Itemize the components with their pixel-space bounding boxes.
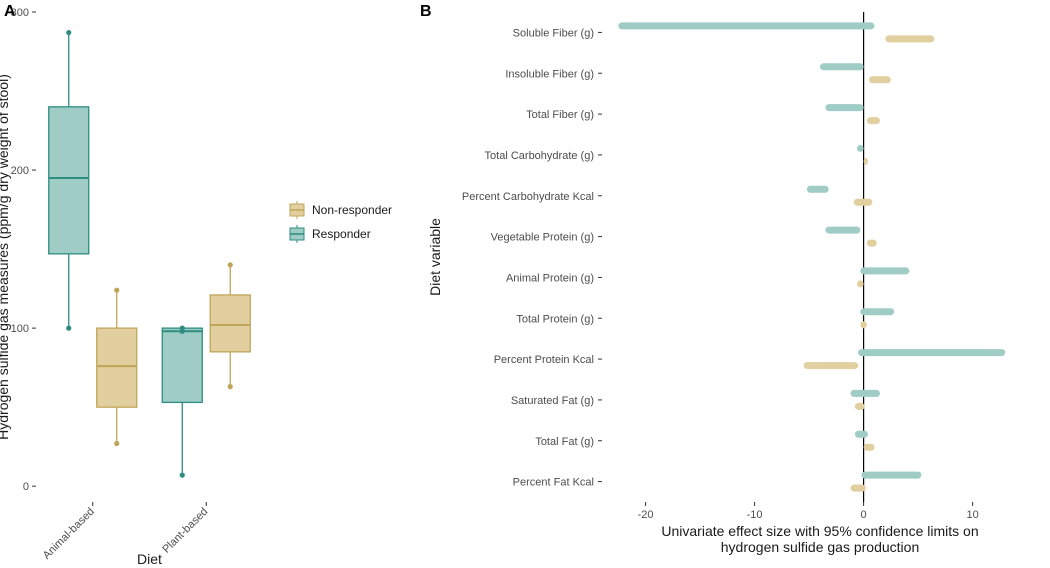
nonresponder-bar: [867, 240, 877, 247]
boxplot-box: [162, 326, 202, 478]
panel-b: B -20 -10 0 10 Univariate effect size with 95…: [420, 3, 1005, 555]
effect-row: [857, 145, 868, 165]
effect-row: [855, 431, 875, 451]
nonresponder-bar: [885, 35, 934, 42]
responder-bar: [825, 227, 860, 234]
nonresponder-bar: [855, 403, 865, 410]
panel-b-ytick: Percent Fat Kcal: [513, 477, 594, 489]
panel-a-xtick: Plant-based: [160, 506, 210, 556]
boxplot-box: [49, 30, 89, 331]
effect-row: [825, 104, 880, 124]
nonresponder-bar: [864, 158, 868, 165]
nonresponder-bar: [857, 280, 864, 287]
figure: A0100200300Hydrogen sulfide gas measures…: [0, 0, 1050, 568]
effect-row: [820, 63, 891, 83]
panel-b-ytick: Total Fat (g): [535, 436, 594, 448]
effect-row: [851, 472, 922, 492]
nonresponder-bar: [851, 485, 866, 492]
panel-a-ytick: 0: [23, 481, 29, 493]
effect-row: [804, 349, 1006, 369]
boxplot-box: [210, 262, 250, 389]
effect-row: [807, 186, 872, 206]
panel-b-ytick: Percent Carbohydrate Kcal: [462, 191, 594, 203]
responder-bar: [858, 349, 1005, 356]
panel-a-xtick: Animal-based: [41, 506, 97, 562]
nonresponder-bar: [864, 444, 875, 451]
panel-a: A0100200300Hydrogen sulfide gas measures…: [0, 3, 250, 567]
responder-bar: [825, 104, 863, 111]
responder-bar: [861, 472, 921, 479]
panel-a-ytick: 300: [11, 7, 29, 19]
legend-label: Responder: [312, 227, 371, 241]
nonresponder-bar: [867, 117, 880, 124]
panel-a-x-title: Diet: [137, 551, 162, 567]
panel-b-ytick: Insoluble Fiber (g): [505, 68, 594, 80]
panel-b-ytick: Saturated Fat (g): [511, 395, 594, 407]
responder-bar: [860, 267, 909, 274]
effect-row: [825, 227, 876, 247]
effect-row: [851, 390, 880, 410]
panel-b-ytick: Vegetable Protein (g): [491, 232, 594, 244]
panel-b-ytick: Percent Protein Kcal: [494, 354, 594, 366]
legend-item: Non-responder: [290, 201, 392, 219]
panel-a-ytick: 200: [11, 165, 29, 177]
nonresponder-bar: [804, 362, 859, 369]
panel-b-xtick: -10: [747, 509, 763, 521]
panel-b-x-title: hydrogen sulfide gas production: [721, 539, 919, 555]
legend: Non-responder Responder: [290, 201, 392, 243]
responder-bar: [860, 308, 894, 315]
panel-b-xtick: -20: [638, 509, 654, 521]
panel-b-ytick: Total Fiber (g): [526, 109, 594, 121]
nonresponder-bar: [869, 76, 891, 83]
responder-bar: [618, 22, 874, 29]
responder-bar: [855, 431, 868, 438]
nonresponder-bar: [860, 321, 867, 328]
panel-b-ytick: Animal Protein (g): [506, 272, 594, 284]
responder-bar: [857, 145, 864, 152]
panel-b-ytick: Soluble Fiber (g): [513, 27, 594, 39]
panel-b-ytick: Total Carbohydrate (g): [485, 150, 594, 162]
responder-bar: [807, 186, 829, 193]
panel-b-label: B: [420, 3, 432, 20]
panel-a-y-title: Hydrogen sulfide gas measures (ppm/g dry…: [0, 74, 11, 440]
panel-b-ytick: Total Protein (g): [516, 313, 594, 325]
effect-row: [860, 308, 894, 328]
panel-b-x-title: Univariate effect size with 95% confiden…: [661, 523, 978, 539]
panel-b-y-title: Diet variable: [427, 218, 443, 296]
panel-b-xtick: 0: [861, 509, 867, 521]
nonresponder-bar: [854, 199, 873, 206]
effect-row: [857, 267, 909, 287]
boxplot-box: [97, 288, 137, 447]
panel-a-ytick: 100: [11, 323, 29, 335]
effect-row: [618, 22, 934, 42]
legend-item: Responder: [290, 225, 371, 243]
legend-label: Non-responder: [312, 203, 392, 217]
panel-b-xtick: 10: [966, 509, 978, 521]
responder-bar: [820, 63, 864, 70]
responder-bar: [851, 390, 880, 397]
